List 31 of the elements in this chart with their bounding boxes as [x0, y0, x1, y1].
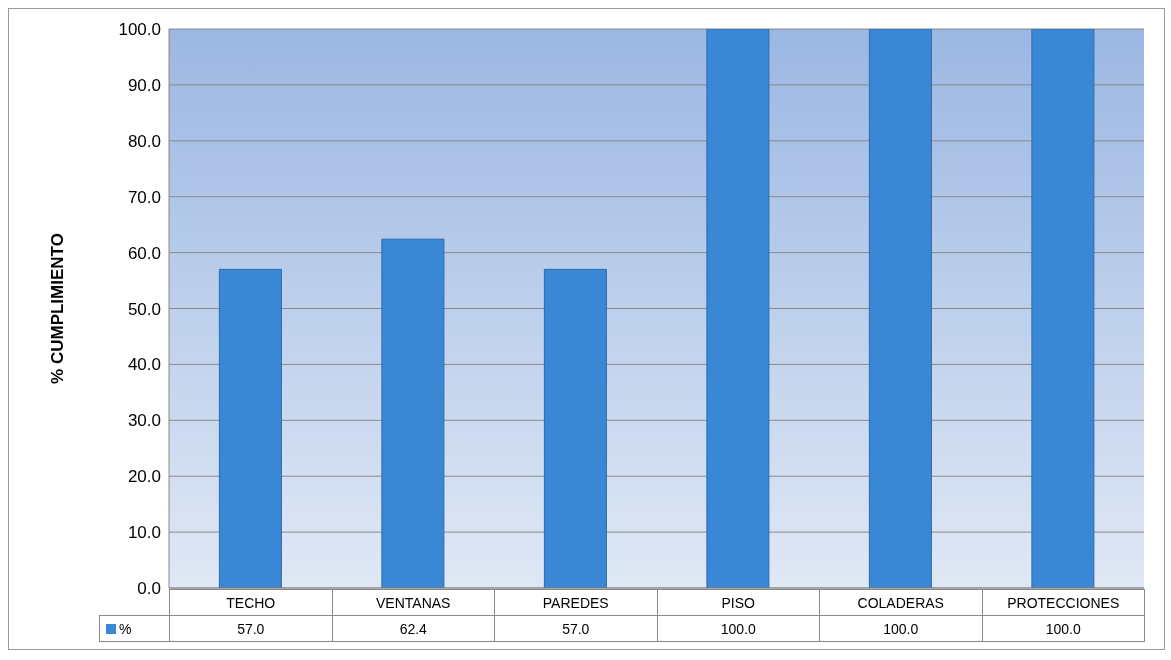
bar: [543, 268, 607, 588]
y-tick-label: 0.0: [137, 579, 161, 599]
x-tick-label: PROTECCIONES: [982, 589, 1145, 616]
data-label: 57.0: [169, 615, 332, 642]
y-tick-label: 10.0: [127, 523, 161, 543]
y-tick-label: 90.0: [127, 75, 161, 95]
data-label: 100.0: [982, 615, 1145, 642]
y-tick-label: 30.0: [127, 411, 161, 431]
x-tick-label: PISO: [657, 589, 820, 616]
bar: [706, 29, 770, 588]
data-label: 100.0: [819, 615, 982, 642]
data-label: 62.4: [332, 615, 495, 642]
y-tick-label: 20.0: [127, 467, 161, 487]
bar: [868, 29, 932, 588]
y-tick-label: 70.0: [127, 187, 161, 207]
x-tick-label: COLADERAS: [819, 589, 982, 616]
text: %: [118, 620, 132, 637]
data-label: 57.0: [494, 615, 657, 642]
y-tick-label: 80.0: [127, 131, 161, 151]
data-label: 100.0: [657, 615, 820, 642]
bar: [1031, 29, 1095, 588]
x-tick-label: VENTANAS: [332, 589, 495, 616]
x-tick-label: TECHO: [169, 589, 332, 616]
bar: [218, 268, 282, 588]
y-axis-title: % CUMPLIMIENTO: [48, 233, 68, 384]
y-tick-label: 60.0: [127, 243, 161, 263]
x-tick-label: PAREDES: [494, 589, 657, 616]
y-tick-label: 50.0: [127, 299, 161, 319]
y-tick-label: 40.0: [127, 355, 161, 375]
bar: [381, 238, 445, 588]
y-tick-label: 100.0: [118, 20, 161, 40]
